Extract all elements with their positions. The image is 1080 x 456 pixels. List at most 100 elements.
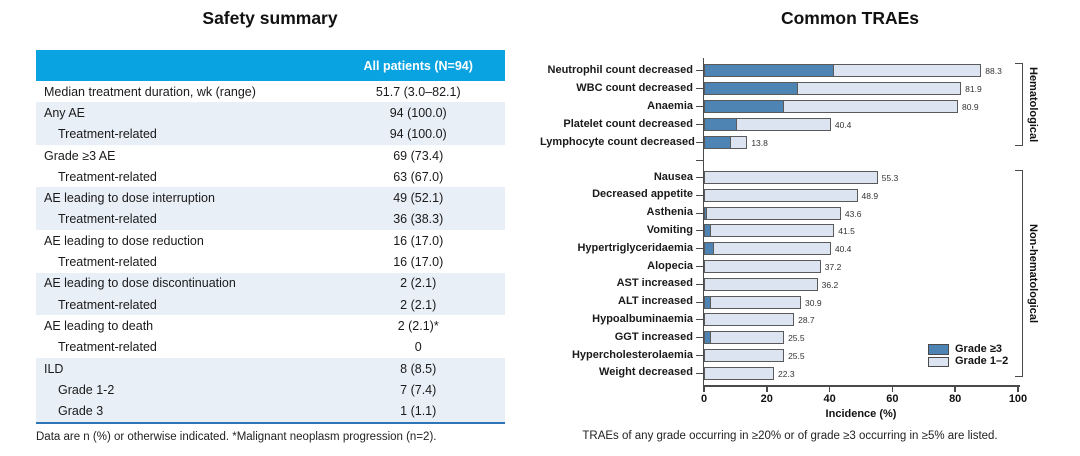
y-axis-tick	[696, 69, 703, 72]
bar-value-label: 30.9	[805, 297, 822, 308]
bar-category-label: AST increased	[616, 277, 693, 290]
bar-grade-ge3-segment	[704, 206, 708, 220]
bar-value-label: 13.8	[751, 138, 768, 148]
bar-category-label: Decreased appetite	[592, 188, 693, 201]
y-axis-tick	[696, 283, 703, 285]
table-row-value: 2 (2.1)*	[397, 318, 439, 333]
y-axis-tick	[696, 176, 703, 179]
bar-category-label: Platelet count decreased	[563, 117, 693, 130]
table-header-all-patients: All patients (N=94)	[363, 58, 473, 73]
bar-category-label: Hypertriglyceridaemia	[577, 241, 693, 254]
bar-grade-ge3-segment	[704, 224, 711, 238]
table-row-value: 51.7 (3.0–82.1)	[375, 84, 461, 99]
legend-label: Grade ≥3	[955, 342, 1003, 355]
x-axis-tick	[766, 386, 768, 392]
bar-grade-1-2-segment	[704, 260, 821, 273]
table-row: AE leading to death 2 (2.1)*	[36, 315, 505, 337]
y-axis	[702, 58, 704, 385]
table-body: Median treatment duration, wk (range) 51.…	[36, 81, 505, 422]
bar-grade-1-2-segment	[704, 313, 795, 327]
x-axis-tick-label: 20	[760, 393, 773, 405]
table-row-label: Median treatment duration, wk (range)	[44, 84, 256, 99]
table-row-value: 69 (73.4)	[393, 148, 444, 163]
y-axis-tick	[696, 265, 703, 268]
x-axis-tick-label: 40	[823, 393, 836, 405]
bar-category-label: Alopecia	[647, 259, 693, 272]
bar-value-label: 43.6	[844, 208, 862, 219]
table-row-value: 16 (17.0)	[393, 233, 444, 248]
group-label: Non-hematological	[1027, 223, 1039, 323]
table-row-label: AE leading to dose reduction	[44, 233, 204, 248]
bar-value-label: 81.9	[965, 84, 982, 94]
table-row-value: 8 (8.5)	[400, 361, 437, 376]
bar-value-label: 36.2	[821, 279, 839, 290]
bar-category-label: Hypercholesterolaemia	[571, 348, 693, 361]
x-axis-tick	[828, 386, 831, 392]
traes-stacked-bar-chart: 0 20 40 60 80 100 Incidence (%) Neutrophil coun…	[540, 0, 1080, 456]
table-row-label: Treatment-related	[58, 127, 157, 142]
bar-category-label: GGT increased	[614, 330, 693, 343]
bar-value-label: 88.3	[985, 66, 1002, 76]
table-row-label: AE leading to death	[44, 318, 154, 333]
bar-value-label: 40.4	[834, 244, 852, 255]
table-row-label: Treatment-related	[58, 169, 157, 184]
table-row-value: 94 (100.0)	[389, 105, 447, 120]
legend-swatch	[928, 344, 949, 355]
table-row-value: 36 (38.3)	[393, 212, 444, 227]
y-axis-tick	[696, 160, 703, 162]
x-axis-tick-label: 80	[949, 393, 962, 405]
safety-summary-panel: Safety summary All patients (N=94) Media…	[36, 8, 505, 443]
bar-grade-1-2-segment	[704, 366, 775, 380]
bar-grade-1-2-segment	[704, 242, 831, 256]
bar-grade-1-2-segment	[704, 224, 835, 238]
common-traes-panel: Common TRAEs 0 20 40 60 80 100 Incidence (%) Ne…	[540, 0, 1080, 456]
bar-category-label: Lymphocyte count decreased	[540, 135, 695, 148]
x-axis	[702, 385, 1020, 387]
x-axis-tick-label: 0	[700, 393, 708, 405]
y-axis-tick	[696, 87, 703, 90]
table-row-value: 0	[414, 340, 422, 355]
y-axis-tick	[696, 194, 703, 196]
table-row-label: Treatment-related	[58, 255, 157, 270]
y-axis-tick	[696, 319, 703, 321]
bar-value-label: 22.3	[778, 368, 795, 379]
y-axis-tick	[696, 337, 703, 339]
bar-category-label: ALT increased	[618, 295, 693, 308]
bar-grade-1-2-segment	[704, 277, 818, 291]
table-row: AE leading to dose reduction 16 (17.0)	[36, 230, 505, 252]
y-axis-tick	[696, 141, 703, 144]
bar-grade-ge3-segment	[704, 118, 738, 131]
y-axis-tick	[696, 212, 703, 214]
bar-grade-ge3-segment	[704, 295, 711, 309]
bar-category-label: Weight decreased	[599, 366, 693, 379]
x-axis-tick-label: 100	[1008, 393, 1028, 405]
bar-grade-ge3-segment	[704, 100, 785, 113]
bar-value-label: 48.9	[861, 190, 879, 201]
bar-category-label: Neutrophil count decreased	[547, 63, 693, 76]
bar-grade-1-2-segment	[704, 188, 858, 202]
x-axis-tick	[1017, 386, 1019, 392]
bar-grade-ge3-segment	[704, 242, 715, 256]
bar-grade-1-2-segment	[704, 349, 785, 362]
table-row: Grade 1-2 7 (7.4)	[36, 379, 505, 401]
bar-grade-1-2-segment	[704, 331, 785, 345]
bar-value-label: 25.5	[788, 333, 805, 344]
table-header-row: All patients (N=94)	[36, 50, 505, 81]
x-axis-title: Incidence (%)	[825, 408, 897, 420]
table-row: Median treatment duration, wk (range) 51.…	[36, 81, 505, 103]
bar-value-label: 25.5	[788, 351, 805, 361]
y-axis-tick	[696, 301, 703, 303]
bar-category-label: Hypoalbuminaemia	[592, 312, 693, 325]
table-row-label: Treatment-related	[58, 212, 157, 227]
bar-value-label: 55.3	[881, 173, 899, 183]
legend-label: Grade 1–2	[955, 355, 1009, 367]
table-row: Grade 3 1 (1.1)	[36, 400, 505, 422]
table-row-value: 49 (52.1)	[393, 191, 444, 206]
table-row-value: 2 (2.1)	[400, 297, 437, 312]
table-row-value: 2 (2.1)	[400, 276, 437, 291]
table-row: Any AE 94 (100.0)	[36, 102, 505, 124]
y-axis-tick	[696, 105, 703, 108]
bar-value-label: 28.7	[798, 315, 815, 326]
bar-value-label: 80.9	[962, 102, 979, 112]
bar-category-label: WBC count decreased	[576, 81, 693, 94]
